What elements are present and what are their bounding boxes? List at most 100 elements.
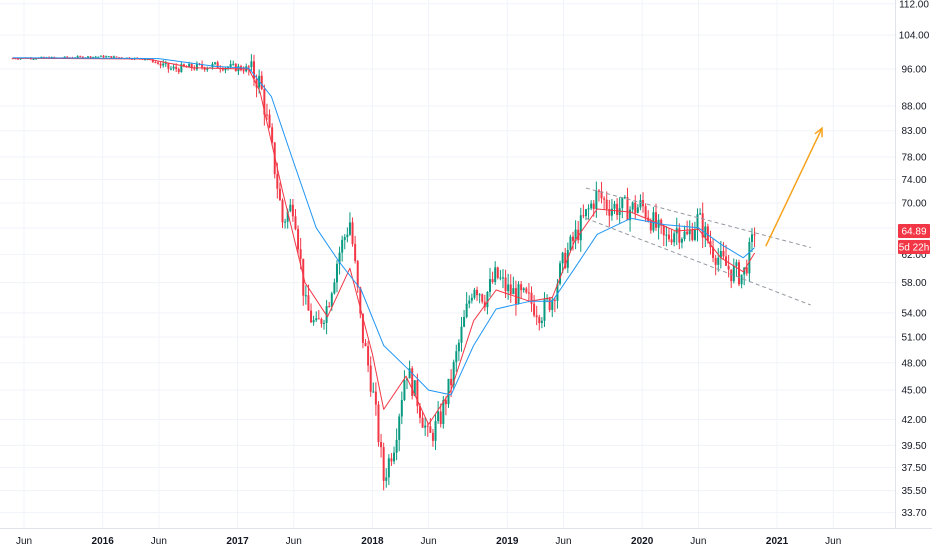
candle-body: [351, 222, 354, 245]
candle-body: [169, 68, 172, 70]
candle-body: [206, 68, 209, 70]
candle-body: [268, 114, 271, 128]
projection-arrow[interactable]: [765, 126, 823, 247]
candle-body: [107, 56, 110, 58]
candle-body: [722, 251, 725, 257]
candle-body: [626, 197, 629, 221]
candle-body: [527, 292, 530, 294]
candle-body: [385, 477, 388, 481]
candle-body: [561, 252, 564, 264]
candle-body: [418, 406, 421, 418]
candle-body: [330, 293, 333, 307]
candle-body: [455, 351, 458, 363]
candle-body: [289, 204, 292, 212]
candle-body: [35, 58, 38, 60]
candle-body: [393, 452, 396, 462]
y-tick-label: 83.00: [901, 126, 926, 137]
candle-body: [315, 318, 318, 321]
candle-body: [297, 229, 300, 250]
candle-body: [468, 300, 471, 304]
candle-body: [600, 191, 603, 199]
candle-body: [335, 263, 338, 283]
candle-body: [320, 318, 323, 324]
candle-body: [592, 203, 595, 209]
candle-body: [413, 380, 416, 396]
candle-body: [538, 317, 541, 324]
candle-body: [387, 458, 390, 478]
candle-body: [429, 426, 432, 433]
candle-body: [242, 70, 245, 72]
candle-body: [439, 411, 442, 425]
candle-body: [426, 425, 429, 427]
x-tick-label: 2021: [766, 536, 789, 547]
candle-body: [629, 209, 632, 221]
candle-body: [229, 64, 232, 67]
moving-average-line: [12, 57, 756, 425]
candle-body: [374, 391, 377, 405]
candle-body: [361, 313, 364, 343]
x-tick-label: Jun: [16, 536, 32, 547]
candle-body: [201, 64, 204, 68]
candle-body: [260, 75, 263, 90]
candle-body: [564, 252, 567, 268]
candle-body: [636, 207, 639, 213]
y-tick-label: 58.00: [901, 278, 926, 289]
countdown-badge: 5d 22h: [898, 240, 930, 254]
candle-body: [162, 63, 165, 66]
candle-body: [180, 64, 183, 73]
candle-body: [750, 234, 753, 242]
candle-body: [356, 261, 359, 288]
trendline[interactable]: [585, 217, 811, 306]
candle-body: [460, 326, 463, 343]
candle-body: [486, 292, 489, 308]
candle-body: [102, 55, 105, 58]
candle-body: [540, 320, 543, 324]
y-axis[interactable]: 33.70 35.50 37.50 39.50 42.00 45.00 48.00 51.00…: [899, 0, 930, 519]
candle-body: [618, 208, 621, 215]
candle-body: [631, 202, 634, 210]
candle-body: [590, 203, 593, 209]
candle-body: [649, 220, 652, 231]
candle-body: [421, 417, 424, 428]
candle-body: [304, 295, 307, 297]
candle-body: [325, 306, 328, 323]
candle-body: [644, 206, 647, 218]
trendline[interactable]: [585, 187, 811, 249]
candle-body: [146, 59, 149, 61]
x-axis[interactable]: Jun 2016 Jun 2017 Jun 2018 Jun 2019 Jun 2020 Jun 20…: [16, 536, 841, 547]
candle-body: [512, 288, 515, 295]
y-tick-label: 112.00: [899, 0, 929, 10]
candle-body: [662, 225, 665, 236]
candle-body: [706, 226, 709, 242]
candle-body: [686, 231, 689, 235]
candle-body: [190, 63, 193, 69]
candle-body: [616, 203, 619, 215]
grid: [0, 0, 895, 528]
candle-body: [247, 66, 250, 68]
candle-body: [745, 267, 748, 274]
candle-body: [255, 79, 258, 88]
candle-body: [343, 237, 346, 240]
candle-body: [177, 69, 180, 73]
candle-body: [346, 234, 349, 238]
candle-body: [499, 277, 502, 279]
candle-body: [252, 61, 255, 80]
candle-body: [753, 234, 756, 236]
candle-body: [341, 239, 344, 253]
candle-body: [509, 284, 512, 295]
candle-body: [188, 63, 191, 68]
x-tick-label: Jun: [690, 536, 706, 547]
x-tick-label: Jun: [151, 536, 167, 547]
candle-body: [735, 262, 738, 266]
candle-body: [693, 229, 696, 240]
candle-body: [94, 56, 97, 58]
y-tick-label: 42.00: [901, 415, 926, 426]
y-tick-label: 70.00: [901, 198, 926, 209]
candle-body: [354, 244, 357, 262]
candles: [11, 54, 756, 491]
candle-body: [398, 416, 401, 440]
candle-body: [40, 56, 43, 58]
candle-body: [732, 265, 735, 282]
candle-body: [110, 56, 113, 58]
